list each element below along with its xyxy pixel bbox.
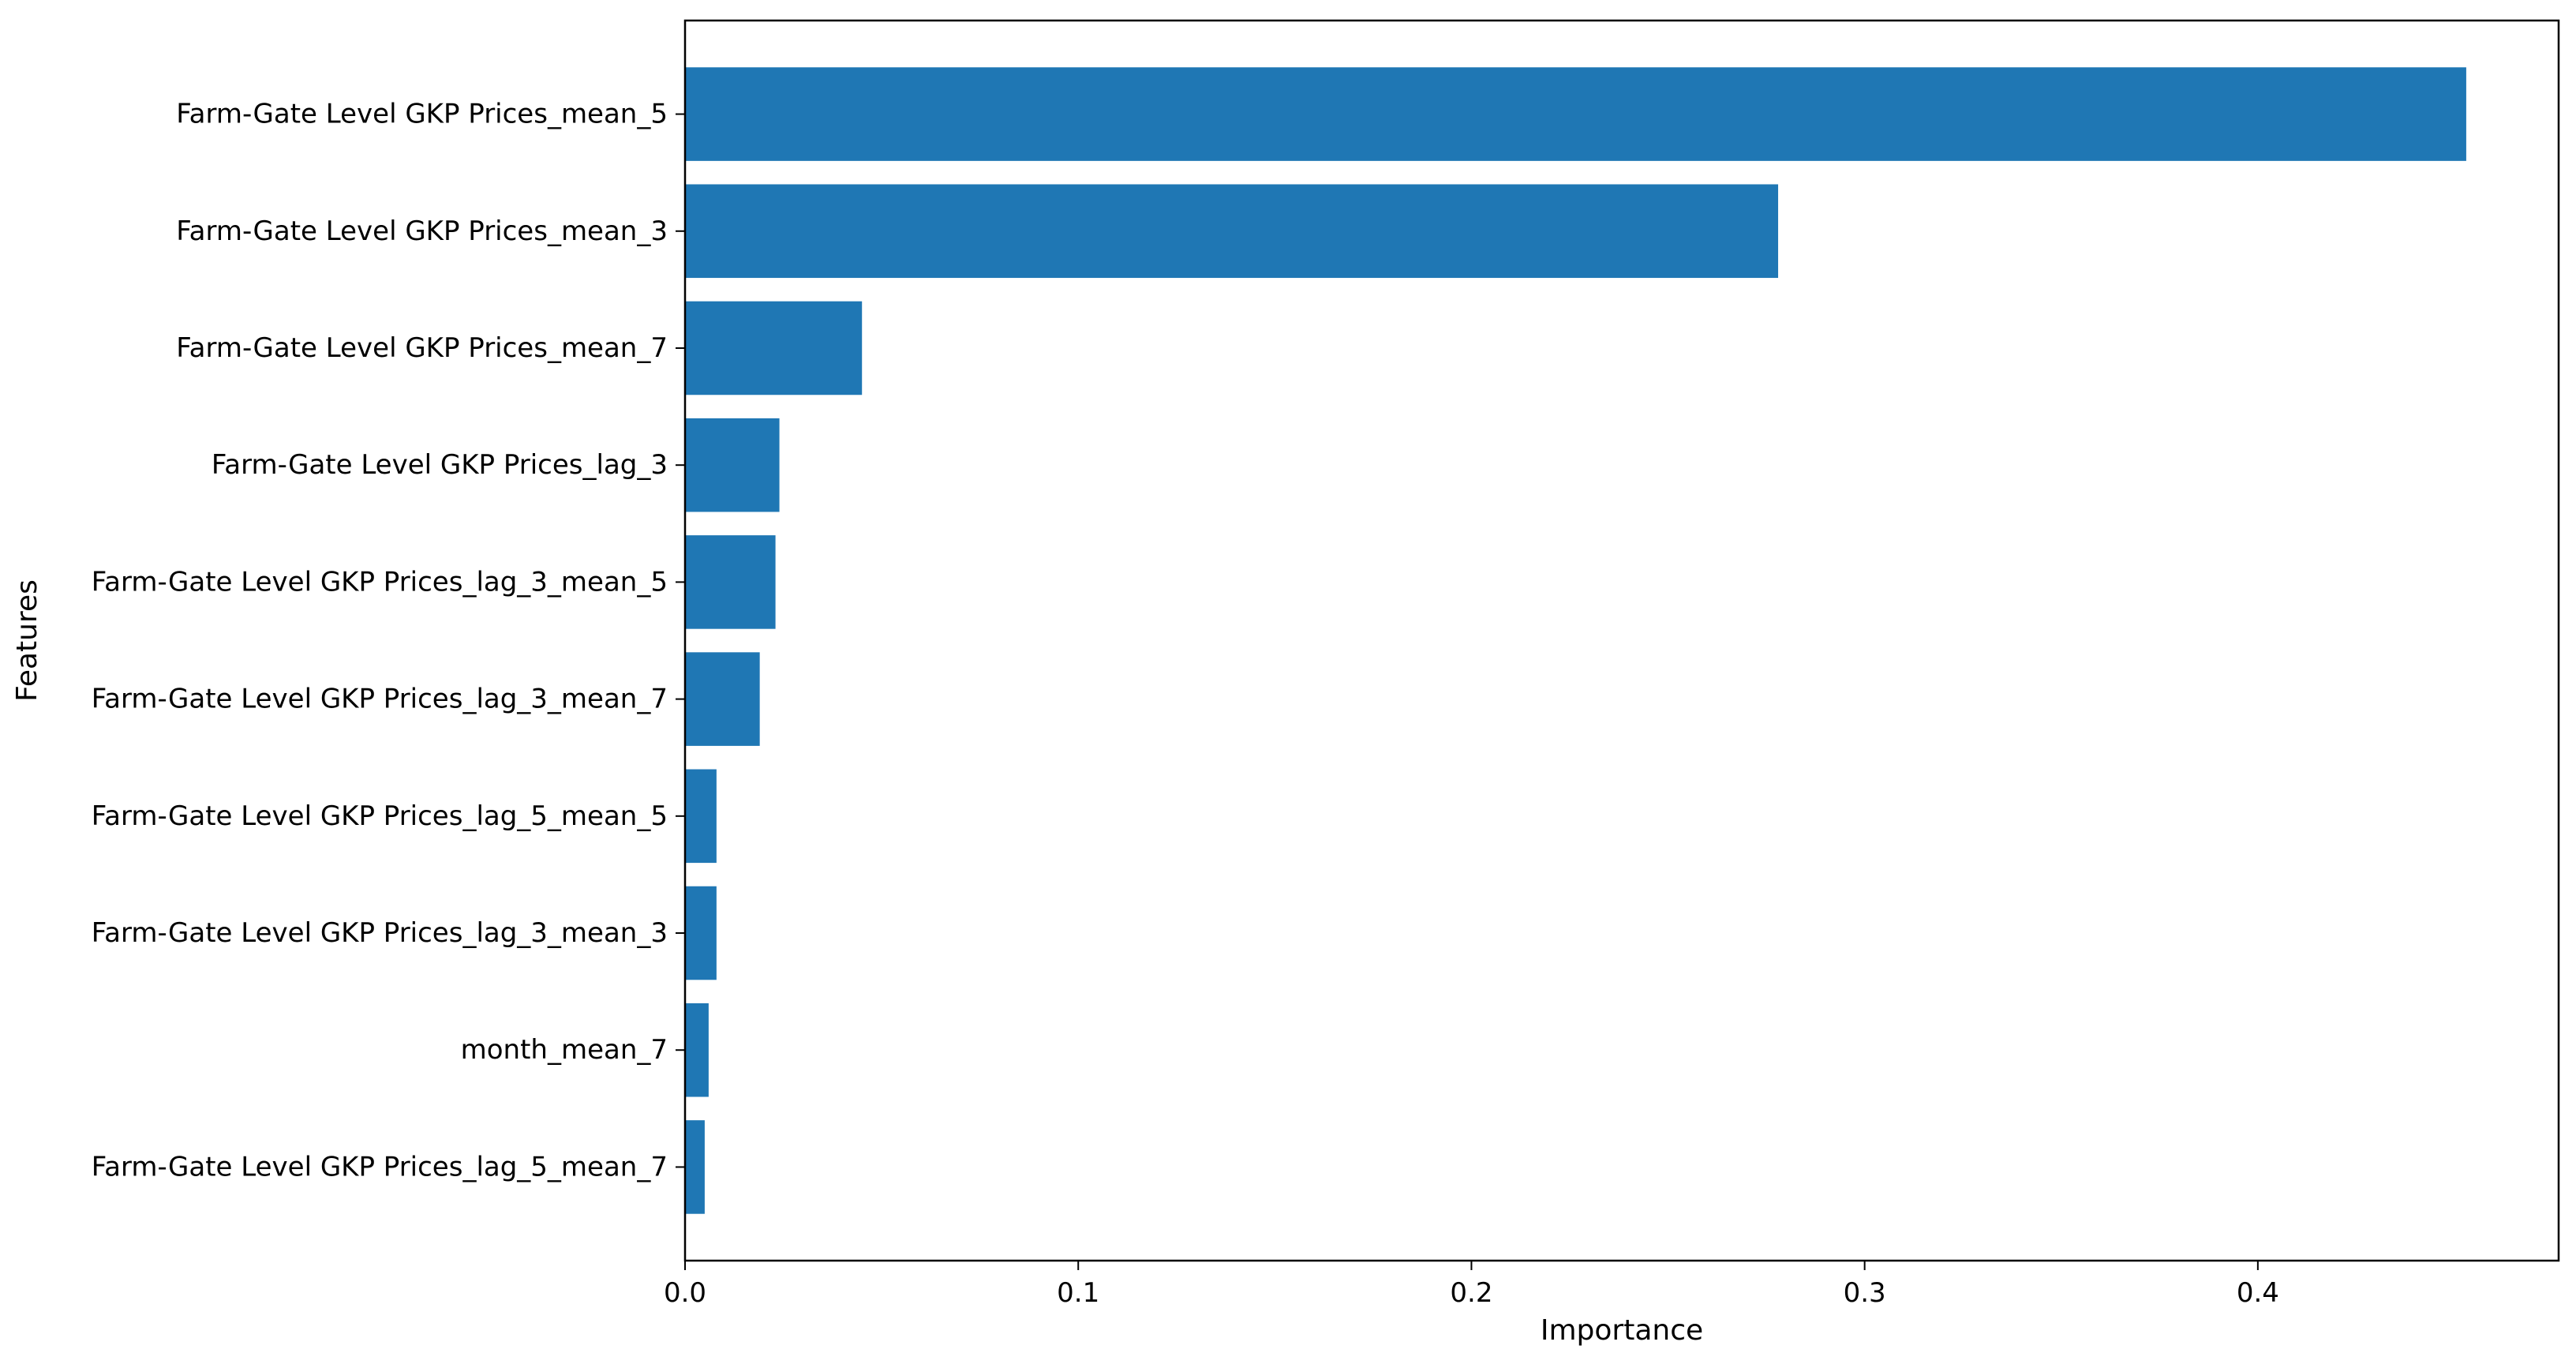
bar <box>685 535 776 629</box>
bar <box>685 769 717 864</box>
plot-frame <box>683 19 2560 1262</box>
x-tick-label: 0.3 <box>1844 1277 1886 1309</box>
x-tick-label: 0.2 <box>1450 1277 1492 1309</box>
y-tick-label: Farm-Gate Level GKP Prices_lag_3_mean_3 <box>92 917 668 949</box>
y-tick-label: Farm-Gate Level GKP Prices_mean_7 <box>176 332 668 364</box>
y-tick-label: Farm-Gate Level GKP Prices_lag_3_mean_5 <box>92 566 668 598</box>
y-tick-label: Farm-Gate Level GKP Prices_lag_3_mean_7 <box>92 684 668 715</box>
y-tick-label: Farm-Gate Level GKP Prices_lag_5_mean_7 <box>92 1151 668 1182</box>
bar <box>685 67 2466 161</box>
y-tick-label: Farm-Gate Level GKP Prices_mean_5 <box>176 99 668 130</box>
bars-group <box>685 67 2466 1214</box>
bar <box>685 886 717 980</box>
y-tick-labels: Farm-Gate Level GKP Prices_mean_5 Farm-Ga… <box>92 99 685 1182</box>
x-tick-label: 0.0 <box>664 1277 706 1309</box>
x-tick-label: 0.1 <box>1057 1277 1099 1309</box>
bar <box>685 652 760 746</box>
x-tick-label: 0.4 <box>2237 1277 2279 1309</box>
bar <box>685 184 1779 279</box>
y-tick-label: Farm-Gate Level GKP Prices_lag_5_mean_5 <box>92 800 668 832</box>
x-ticks-group: 0.0 0.1 0.2 0.3 0.4 <box>664 1261 2279 1309</box>
y-tick-label: month_mean_7 <box>461 1034 668 1066</box>
bar <box>685 1120 705 1214</box>
y-axis-label: Features <box>11 579 43 702</box>
y-tick-label: Farm-Gate Level GKP Prices_mean_3 <box>176 216 668 247</box>
bar <box>685 301 863 395</box>
x-axis-label: Importance <box>1541 1314 1703 1347</box>
bar <box>685 418 780 512</box>
y-tick-label: Farm-Gate Level GKP Prices_lag_3 <box>212 449 668 481</box>
bar <box>685 1003 709 1097</box>
